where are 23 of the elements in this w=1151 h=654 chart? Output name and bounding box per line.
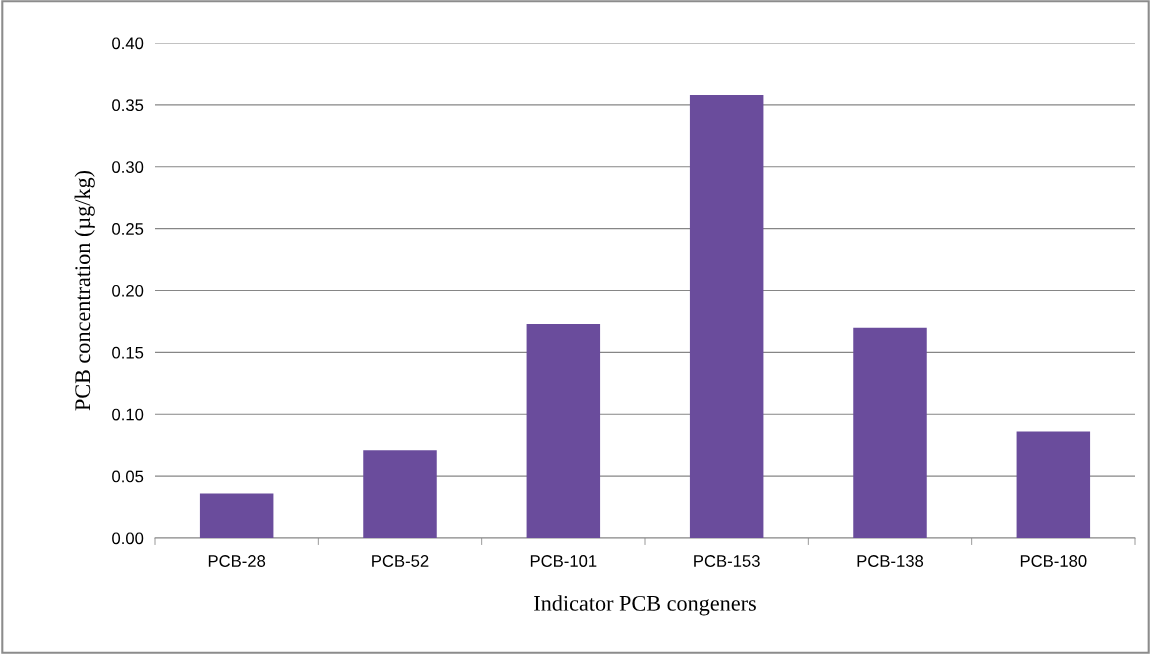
x-tick-label: PCB-52 xyxy=(372,555,429,567)
x-tick-label: PCB-180 xyxy=(1020,555,1087,567)
y-tick-label: 0.35 xyxy=(112,99,144,112)
bar xyxy=(1016,431,1091,538)
bar xyxy=(199,493,274,538)
x-tick-label: PCB-138 xyxy=(857,555,924,567)
x-tick-label: PCB-28 xyxy=(208,555,266,567)
x-tick-label: PCB-101 xyxy=(530,555,597,567)
bar xyxy=(689,94,764,538)
bar xyxy=(526,323,601,538)
y-tick-label: 0.05 xyxy=(112,470,144,483)
bar xyxy=(363,450,437,538)
y-axis-title: PCB concentration (µg/kg) xyxy=(74,170,95,411)
y-tick-label: 0.40 xyxy=(112,37,144,50)
x-tick-label: PCB-153 xyxy=(694,555,760,567)
y-tick-label: 0.25 xyxy=(112,223,144,235)
y-tick-label: 0.10 xyxy=(112,408,144,421)
y-tick-label: 0.30 xyxy=(112,161,144,173)
y-tick-label: 0.20 xyxy=(112,284,144,297)
bar xyxy=(853,327,927,538)
y-tick-label: 0.15 xyxy=(112,346,144,359)
y-tick-label: 0.00 xyxy=(112,532,144,545)
x-axis-title: Indicator PCB congeners xyxy=(534,595,756,616)
